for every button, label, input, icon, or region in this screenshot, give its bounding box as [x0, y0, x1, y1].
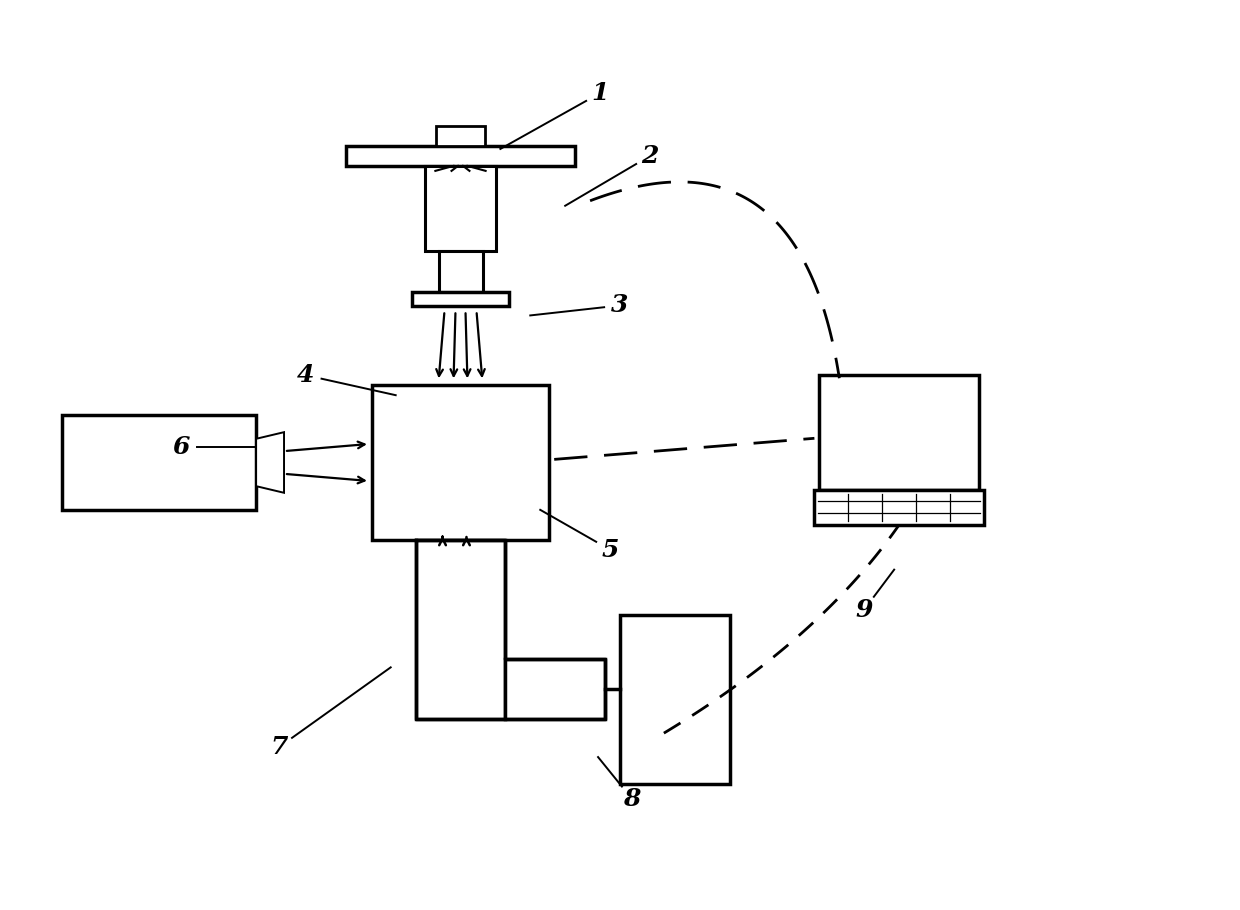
Bar [346, 146, 575, 166]
Bar [820, 375, 978, 490]
Bar [506, 660, 605, 719]
Bar [62, 415, 257, 510]
Bar [424, 166, 496, 250]
Bar [815, 490, 983, 525]
Bar [415, 540, 506, 719]
Bar [435, 126, 485, 146]
Text: 5: 5 [601, 538, 619, 561]
Bar [439, 250, 484, 292]
Text: 3: 3 [611, 293, 629, 318]
Bar [620, 614, 729, 784]
Polygon shape [257, 432, 284, 493]
Text: 8: 8 [624, 787, 641, 811]
Text: 6: 6 [172, 435, 190, 459]
Bar [372, 385, 549, 540]
Text: 4: 4 [298, 363, 315, 388]
Text: 1: 1 [591, 81, 609, 106]
Text: 9: 9 [856, 598, 873, 622]
Bar [412, 292, 510, 307]
Text: 7: 7 [270, 735, 288, 759]
Text: 2: 2 [641, 144, 658, 168]
